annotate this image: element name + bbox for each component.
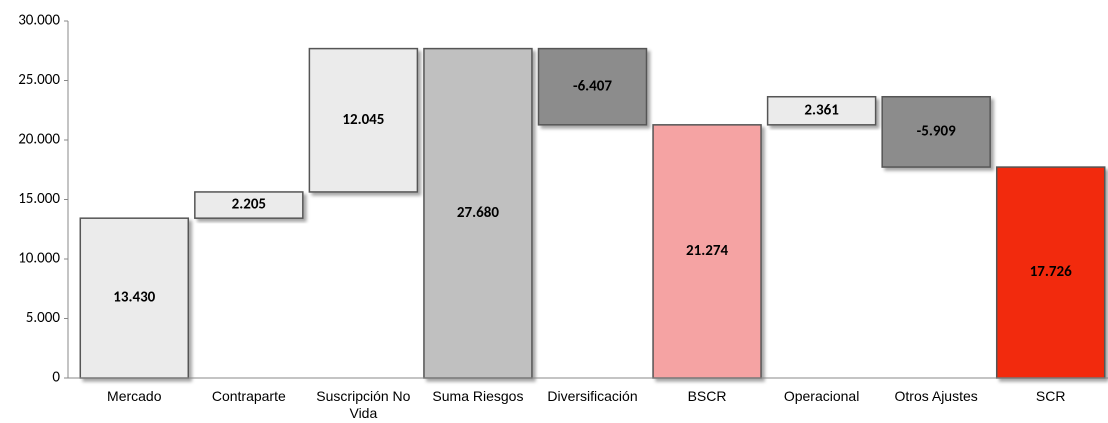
- x-tick-label-box: SCR: [1035, 388, 1066, 404]
- data-label: -6.407: [573, 77, 612, 95]
- x-tick-label-box: Operacional: [783, 388, 860, 404]
- y-tick-label: 30.000: [18, 12, 60, 30]
- x-tick-label: Suscripción No Vida: [316, 388, 411, 421]
- bar: [308, 47, 419, 193]
- data-label: 13.430: [113, 289, 155, 307]
- x-tick-label: Otros Ajustes: [894, 388, 978, 404]
- y-tick-label: 15.000: [18, 190, 60, 208]
- bar: [194, 191, 304, 219]
- y-tick-label: 0: [52, 369, 60, 387]
- x-tick-label: BSCR: [687, 388, 727, 404]
- y-tick-label: 10.000: [18, 250, 60, 268]
- x-tick-label-box: BSCR: [687, 388, 727, 404]
- bar: [423, 47, 533, 379]
- data-label: 17.726: [1030, 263, 1072, 281]
- data-label: 12.045: [342, 111, 384, 129]
- x-tick-label: SCR: [1035, 388, 1066, 404]
- data-label: 27.680: [457, 204, 499, 222]
- x-tick-label-box: Otros Ajustes: [894, 388, 978, 404]
- bar: [79, 217, 190, 379]
- bar: [537, 47, 648, 126]
- x-tick-label-box: Diversificación: [547, 388, 638, 404]
- x-tick-label-box: Mercado: [107, 388, 162, 404]
- x-tick-label-box: Suscripción No Vida: [316, 388, 411, 421]
- bar: [652, 124, 762, 379]
- y-tick-label: 20.000: [18, 131, 60, 149]
- data-label: 21.274: [686, 242, 728, 260]
- data-label: 2.205: [232, 196, 266, 214]
- x-tick-label-box: Suma Riesgos: [432, 388, 524, 404]
- bar: [881, 95, 991, 168]
- x-tick-label: Diversificación: [547, 388, 638, 404]
- data-label: 2.361: [804, 101, 839, 119]
- x-tick-label-box: Contraparte: [211, 388, 286, 404]
- x-tick-label: Mercado: [107, 388, 162, 404]
- x-tick-label: Suma Riesgos: [432, 388, 524, 404]
- x-tick-label: Operacional: [783, 388, 860, 404]
- bar: [766, 95, 877, 126]
- y-tick-label: 5.000: [26, 309, 61, 327]
- data-label: -5.909: [917, 123, 956, 141]
- x-tick-label: Contraparte: [211, 388, 286, 404]
- y-tick-label: 25.000: [18, 71, 60, 89]
